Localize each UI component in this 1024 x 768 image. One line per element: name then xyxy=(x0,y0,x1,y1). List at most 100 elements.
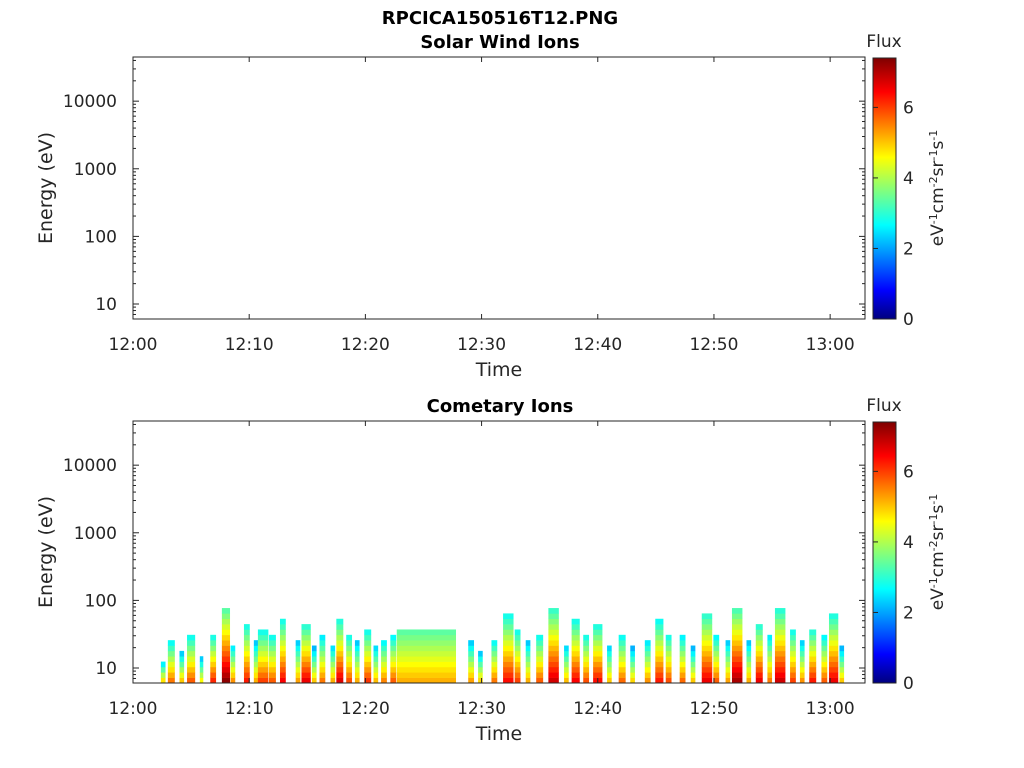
heatmap-cell xyxy=(618,645,626,652)
heatmap-cell xyxy=(571,645,580,652)
heatmap-cell xyxy=(346,666,353,673)
heatmap-cell xyxy=(210,672,217,678)
heatmap-cell xyxy=(665,640,672,646)
heatmap-cell xyxy=(525,666,531,673)
heatmap-cell xyxy=(468,677,475,683)
heatmap-cell xyxy=(279,618,286,625)
colorbar-tick-label: 0 xyxy=(903,674,914,694)
heatmap-cell xyxy=(279,645,286,652)
heatmap-cell xyxy=(243,656,250,662)
heatmap-cell xyxy=(243,650,250,657)
plot-frame xyxy=(132,56,866,320)
heatmap-cell xyxy=(336,634,344,641)
heatmap-cell xyxy=(655,645,664,652)
heatmap-cell xyxy=(221,645,231,652)
heatmap-cell xyxy=(279,677,286,683)
heatmap-cell xyxy=(514,656,521,662)
heatmap-cell xyxy=(564,672,569,678)
heatmap-cell xyxy=(731,677,743,683)
heatmap-cell xyxy=(630,666,635,673)
heatmap-cell xyxy=(336,677,344,683)
heatmap-cell xyxy=(167,656,175,662)
heatmap-cell xyxy=(679,677,686,683)
heatmap-cell xyxy=(799,661,805,668)
heatmap-cell xyxy=(828,677,839,683)
heatmap-cell xyxy=(821,677,828,683)
heatmap-cell xyxy=(311,656,317,662)
heatmap-cell xyxy=(593,634,603,641)
heatmap-cell xyxy=(364,629,372,636)
heatmap-cell xyxy=(767,677,773,683)
heatmap-cell xyxy=(396,666,457,673)
heatmap-cell xyxy=(548,634,559,641)
heatmap-cell xyxy=(187,666,196,673)
heatmap-cell xyxy=(630,677,635,683)
y-tick-label: 1000 xyxy=(74,160,117,180)
heatmap-cell xyxy=(295,645,301,652)
heatmap-cell xyxy=(221,666,231,673)
heatmap-cell xyxy=(210,634,217,641)
chart-title: Solar Wind Ions xyxy=(420,32,579,53)
heatmap-cell xyxy=(536,672,544,678)
heatmap-cell xyxy=(665,672,672,678)
heatmap-cell xyxy=(790,629,796,636)
heatmap-cell xyxy=(230,645,236,652)
heatmap-cell xyxy=(160,672,166,678)
colorbar: Flux 0 2 4 6 eV-1cm-2sr-1s-1 xyxy=(866,396,948,694)
heatmap-cell xyxy=(503,624,514,630)
heatmap-cell xyxy=(373,656,379,662)
x-tick-label: 12:50 xyxy=(689,699,738,719)
heatmap-cell xyxy=(468,666,475,673)
heatmap-cell xyxy=(221,634,231,641)
colorbar-tick-label: 4 xyxy=(903,533,914,553)
heatmap-cell xyxy=(655,677,664,683)
heatmap-cell xyxy=(713,677,720,683)
heatmap-cell xyxy=(221,618,231,625)
heatmap-cell xyxy=(809,677,817,683)
heatmap-cell xyxy=(593,661,603,668)
heatmap-cell xyxy=(774,608,786,614)
heatmap-cell xyxy=(221,624,231,630)
heatmap-cell xyxy=(725,666,731,673)
heatmap-cell xyxy=(593,624,603,630)
heatmap-cell xyxy=(564,650,569,657)
heatmap-cell xyxy=(336,672,344,678)
heatmap-cell xyxy=(253,666,259,673)
heatmap-cell xyxy=(701,624,713,630)
heatmap-cell xyxy=(210,656,217,662)
heatmap-cell xyxy=(701,656,713,662)
heatmap-cell xyxy=(593,640,603,646)
heatmap-cell xyxy=(821,650,828,657)
heatmap-cell xyxy=(336,666,344,673)
heatmap-cell xyxy=(655,629,664,636)
heatmap-cell xyxy=(390,677,397,683)
heatmap-cell xyxy=(701,666,713,673)
heatmap-cell xyxy=(210,677,217,683)
heatmap-cell xyxy=(210,640,217,646)
heatmap-cell xyxy=(268,634,276,641)
heatmap-cell xyxy=(210,645,217,652)
heatmap-cell xyxy=(364,645,372,652)
heatmap-cell xyxy=(774,666,786,673)
heatmap-cell xyxy=(346,634,353,641)
heatmap-cell xyxy=(593,645,603,652)
heatmap-cell xyxy=(571,634,580,641)
heatmap-cell xyxy=(187,650,196,657)
figure-title: RPCICA150516T12.PNG xyxy=(382,8,618,29)
heatmap-cell xyxy=(160,661,166,668)
heatmap-cell xyxy=(690,656,696,662)
heatmap-cell xyxy=(564,656,569,662)
heatmap-cell xyxy=(701,650,713,657)
heatmap-cell xyxy=(221,650,231,657)
heatmap-cell xyxy=(701,613,713,620)
heatmap-cell xyxy=(503,645,514,652)
colorbar-tick-label: 0 xyxy=(903,310,914,330)
heatmap-cell xyxy=(221,677,231,683)
heatmap-cell xyxy=(468,661,475,668)
heatmap-cell xyxy=(679,634,686,641)
y-tick-label: 10 xyxy=(95,295,117,315)
heatmap-cell xyxy=(828,613,839,620)
heatmap-cell xyxy=(731,661,743,668)
heatmap-cell xyxy=(319,672,326,678)
heatmap-cell xyxy=(230,672,236,678)
